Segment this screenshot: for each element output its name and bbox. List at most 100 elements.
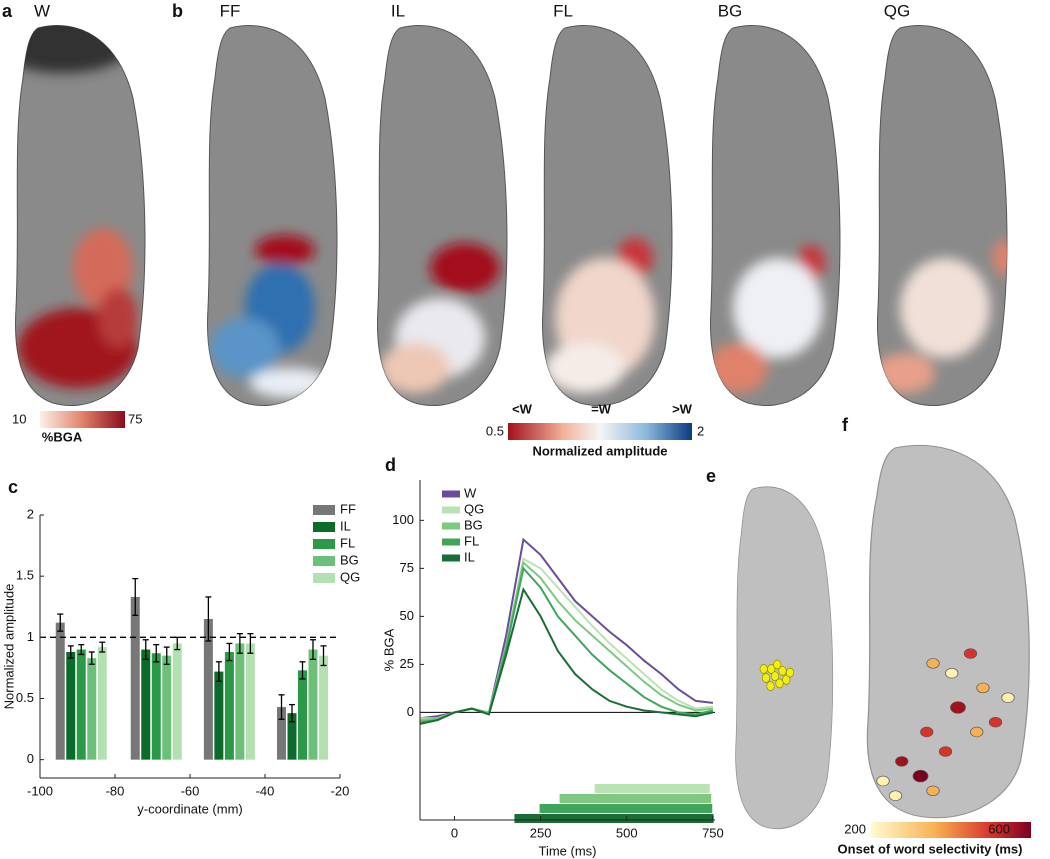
colorbar	[871, 822, 1031, 838]
panel-title: BG	[718, 1, 743, 20]
line-series	[419, 537, 714, 720]
bar	[245, 643, 255, 760]
error-bar	[310, 639, 316, 660]
bar	[214, 671, 224, 760]
legend-label: W	[464, 485, 477, 500]
colorbar-label: Normalized amplitude	[532, 443, 667, 458]
x-axis-label: y-coordinate (mm)	[137, 801, 242, 816]
legend-swatch	[313, 522, 335, 532]
error-bar	[215, 661, 222, 683]
x-tick-label: 500	[616, 825, 638, 840]
panel-label: f	[842, 415, 849, 435]
y-tick-label: 75	[400, 560, 414, 575]
legend-label: BG	[340, 552, 359, 567]
panel-label: e	[706, 466, 716, 486]
bar	[235, 643, 245, 760]
bar	[97, 647, 107, 760]
y-tick-label: 2	[27, 506, 34, 521]
legend-label: FL	[464, 533, 479, 548]
y-tick-label: 0	[407, 704, 414, 719]
error-bar	[299, 661, 306, 680]
error-bar	[226, 642, 233, 662]
bar	[55, 622, 65, 760]
bar	[224, 652, 234, 760]
legend-swatch	[313, 539, 335, 549]
error-bar	[320, 645, 327, 667]
error-bar	[99, 641, 106, 653]
x-tick-label: 750	[702, 825, 724, 840]
bar	[87, 658, 97, 760]
colorbar-min: 0.5	[486, 423, 504, 438]
panel-title: QG	[884, 1, 910, 20]
error-bar	[57, 613, 64, 632]
x-tick-label: 0	[451, 825, 458, 840]
bar	[298, 670, 307, 760]
bar	[66, 652, 76, 760]
legend-label: QG	[340, 569, 360, 584]
panel-title: FF	[220, 1, 241, 20]
x-tick-label: -80	[106, 783, 125, 798]
bar	[319, 655, 328, 760]
x-tick-label: -40	[256, 783, 275, 798]
panel-label: a	[2, 1, 13, 21]
bar	[141, 649, 151, 760]
legend-label: IL	[340, 518, 351, 533]
brain-e	[735, 486, 834, 830]
error-bar	[153, 644, 160, 663]
bar	[172, 643, 182, 760]
y-tick-label: 1.5	[16, 568, 34, 583]
y-tick-label: 25	[400, 656, 414, 671]
panel-label: d	[385, 455, 396, 475]
legend-label: QG	[464, 501, 484, 516]
error-bar	[132, 577, 139, 616]
colorbar-max: 600	[988, 821, 1010, 836]
error-bar	[163, 646, 170, 665]
brain-qg	[876, 25, 1008, 407]
bar	[308, 649, 318, 760]
colorbar-marker: =W	[591, 401, 612, 416]
legend-label: FF	[340, 501, 356, 516]
bar	[162, 655, 172, 760]
brain-f	[866, 444, 1030, 819]
x-axis-label: Time (ms)	[538, 843, 596, 858]
y-axis-label: Normalized amplitude	[1, 584, 16, 710]
y-tick-label: 0.5	[16, 690, 34, 705]
panel-label: b	[172, 1, 183, 21]
x-tick-label: -20	[331, 783, 350, 798]
significance-bar	[539, 804, 713, 813]
y-tick-label: 50	[400, 608, 414, 623]
legend-label: IL	[464, 549, 475, 564]
error-bar	[88, 651, 95, 665]
brain-fl	[541, 25, 673, 407]
colorbar-max: 2	[697, 423, 704, 438]
legend-swatch	[313, 505, 335, 515]
legend-label: BG	[464, 517, 483, 532]
legend-swatch	[313, 573, 335, 583]
x-tick-label: -100	[27, 783, 53, 798]
line-series	[420, 557, 714, 720]
x-tick-label: 250	[530, 825, 552, 840]
panel-title: W	[34, 1, 50, 20]
colorbar-marker: <W	[512, 401, 533, 416]
significance-bar	[559, 794, 712, 803]
brain-ff	[206, 25, 338, 407]
panel-title: IL	[391, 1, 405, 20]
bar	[130, 596, 140, 760]
error-bar	[67, 645, 74, 659]
panel-title: FL	[553, 1, 573, 20]
line-series	[419, 587, 714, 725]
colorbar-marker: >W	[672, 401, 693, 416]
panel-label: c	[8, 477, 18, 497]
bar	[151, 653, 161, 760]
legend-swatch	[313, 556, 335, 566]
bar	[76, 649, 86, 760]
y-axis-label: % BGA	[381, 628, 396, 671]
brain-a	[14, 25, 146, 407]
colorbar-min: 10	[12, 411, 26, 426]
error-bar	[236, 633, 243, 654]
y-tick-label: 100	[392, 512, 414, 527]
error-bar	[142, 639, 149, 660]
bar	[203, 618, 213, 760]
